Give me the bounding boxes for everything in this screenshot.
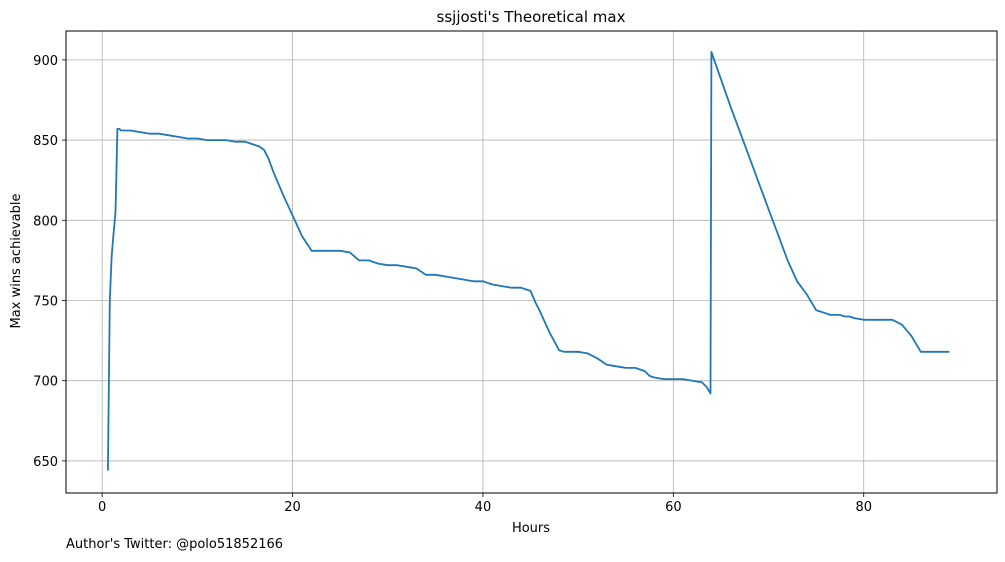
author-twitter-note: Author's Twitter: @polo51852166 xyxy=(66,537,284,552)
axis-ticks: 0 20 40 60 80 650 700 750 800 850 900 xyxy=(33,54,872,515)
x-tick-label: 40 xyxy=(475,500,492,515)
y-tick-label: 900 xyxy=(33,54,58,69)
x-tick-label: 80 xyxy=(855,500,872,515)
x-tick-label: 20 xyxy=(284,500,301,515)
y-tick-label: 750 xyxy=(33,295,58,310)
series-line xyxy=(107,51,950,471)
y-axis-label: Max wins achievable xyxy=(9,194,24,329)
x-axis-label: Hours xyxy=(512,521,550,536)
series-layer xyxy=(107,51,950,471)
chart-title: ssjjosti's Theoretical max xyxy=(437,8,626,26)
y-tick-label: 700 xyxy=(33,375,58,390)
x-tick-label: 60 xyxy=(665,500,682,515)
y-tick-label: 850 xyxy=(33,134,58,149)
plot-frame xyxy=(65,30,998,494)
y-tick-label: 800 xyxy=(33,214,58,229)
grid-lines xyxy=(66,31,997,493)
y-tick-label: 650 xyxy=(33,455,58,470)
x-tick-label: 0 xyxy=(98,500,106,515)
